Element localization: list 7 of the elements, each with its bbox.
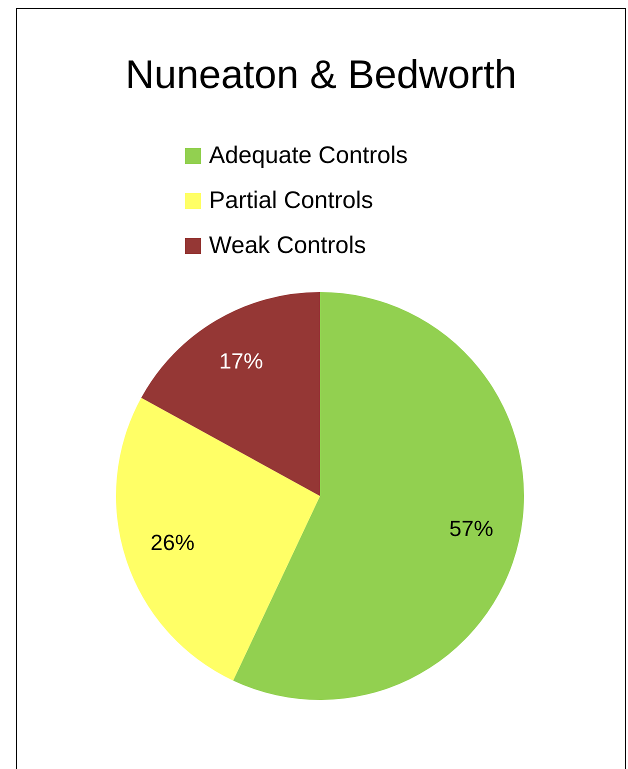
data-label: 17% [219,348,264,374]
chart-title: Nuneaton & Bedworth [124,53,518,98]
data-label: 57% [449,516,494,541]
legend-label: Partial Controls [209,186,374,214]
legend-label: Adequate Controls [209,142,408,170]
legend-label: Weak Controls [209,232,366,260]
data-label: 26% [150,530,195,555]
